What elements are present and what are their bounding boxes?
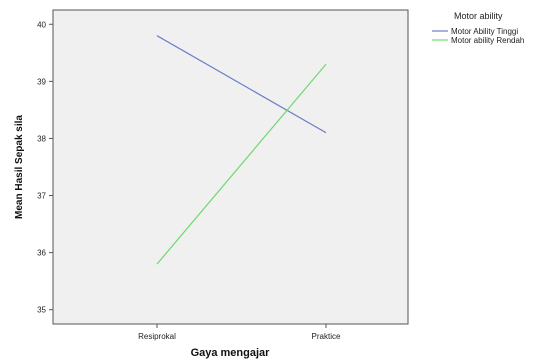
x-tick-label: Praktice: [312, 332, 341, 341]
x-tick-label: Resiprokal: [138, 332, 176, 341]
x-axis-ticks: Resiprokal Praktice: [138, 324, 341, 341]
series-line-1: [156, 63, 327, 265]
y-tick-label: 35: [37, 306, 46, 315]
y-tick-label: 37: [37, 192, 46, 201]
y-tick-label: 36: [37, 249, 46, 258]
x-axis-title: Gaya mengajar: [191, 347, 271, 359]
legend: Motor ability Motor Ability TinggiMotor …: [432, 11, 524, 45]
plot-area: [52, 9, 409, 325]
series-line-0: [156, 35, 327, 134]
legend-title: Motor ability: [454, 11, 503, 21]
y-axis-title: Mean Hasil Sepak sila: [14, 115, 25, 219]
y-axis-ticks: 35 36 37 38 39 40: [37, 20, 53, 315]
legend-label: Motor Ability Tinggi: [451, 27, 518, 36]
y-tick-label: 40: [37, 20, 46, 29]
y-tick-label: 39: [37, 77, 46, 86]
legend-label: Motor ability Rendah: [451, 36, 524, 45]
y-tick-label: 38: [37, 134, 46, 143]
series-lines: [156, 35, 327, 265]
